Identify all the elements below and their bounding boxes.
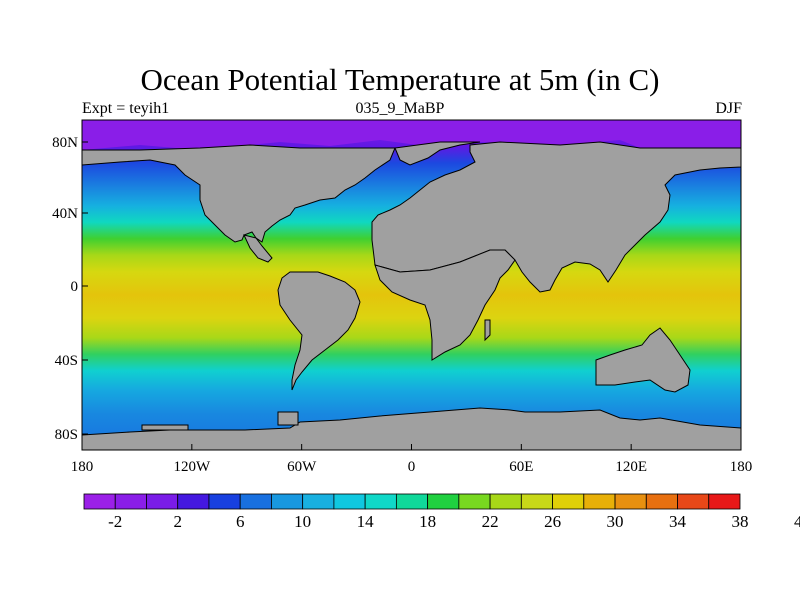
lat-tick-label: 40S <box>55 353 78 369</box>
colorbar-box <box>645 493 678 510</box>
colorbar-box <box>364 493 397 510</box>
colorbar-box <box>552 493 585 510</box>
lon-tick-label: 0 <box>408 459 416 475</box>
land-australia <box>595 327 691 393</box>
land-central-america <box>243 234 273 263</box>
lat-tick-label: 80S <box>55 427 78 443</box>
colorbar-box <box>489 493 522 510</box>
colorbar-label: 6 <box>236 512 245 531</box>
colorbar-box <box>239 493 272 510</box>
colorbar-box <box>583 493 616 510</box>
lon-tick-label: 60E <box>509 459 533 475</box>
colorbar-box <box>271 493 304 510</box>
land-ice-shelf-strip <box>141 424 189 431</box>
colorbar-label: 38 <box>732 512 749 531</box>
colorbar-label: 22 <box>482 512 499 531</box>
lat-tick-label: 80N <box>52 135 78 151</box>
colorbar-box <box>333 493 366 510</box>
colorbar-box <box>83 493 116 510</box>
colorbar-box <box>614 493 647 510</box>
colorbar-label: 30 <box>607 512 624 531</box>
colorbar-box <box>146 493 179 510</box>
colorbar-box <box>114 493 147 510</box>
land-peninsula-islands <box>277 411 299 426</box>
colorbar-box <box>427 493 460 510</box>
colorbar-box <box>302 493 335 510</box>
map-area <box>82 120 741 450</box>
map-title: Ocean Potential Temperature at 5m (in C) <box>140 62 660 97</box>
lon-tick-label: 120W <box>173 459 211 475</box>
lon-tick-label: 180 <box>71 459 94 475</box>
axis-ticks: 180 120W 60W 0 60E 120E 180 80N 40N 0 40S 80S <box>52 135 752 475</box>
colorbar-box <box>208 493 241 510</box>
colorbar-label: 2 <box>173 512 182 531</box>
arctic-ice-cap <box>82 120 741 150</box>
colorbar-box <box>520 493 553 510</box>
colorbar-label: 14 <box>357 512 375 531</box>
colorbar: -226101418222630343842 <box>83 493 800 531</box>
season-label: DJF <box>715 100 742 117</box>
experiment-label: Expt = teyih1 <box>82 100 170 117</box>
lon-tick-label: 60W <box>287 459 317 475</box>
lat-tick-label: 40N <box>52 206 78 222</box>
colorbar-label: 26 <box>544 512 561 531</box>
lat-tick-label: 0 <box>71 279 79 295</box>
land-antarctica <box>82 407 741 450</box>
continents <box>82 141 741 450</box>
land-north-america <box>82 144 396 243</box>
colorbar-box <box>395 493 429 510</box>
land-madagascar <box>484 319 491 342</box>
colorbar-label: -2 <box>108 512 122 531</box>
land-greenland <box>394 141 481 166</box>
lon-tick-label: 120E <box>615 459 647 475</box>
colorbar-label: 18 <box>419 512 436 531</box>
land-eurasia <box>371 141 741 293</box>
colorbar-box <box>677 493 710 510</box>
land-south-america <box>277 271 361 391</box>
colorbar-box <box>708 493 741 510</box>
colorbar-label: 42 <box>794 512 800 531</box>
colorbar-box <box>177 493 210 510</box>
lon-tick-label: 180 <box>730 459 753 475</box>
period-label: 035_9_MaBP <box>355 100 445 117</box>
colorbar-box <box>458 493 491 510</box>
colorbar-label: 34 <box>669 512 687 531</box>
land-africa <box>374 249 516 361</box>
colorbar-label: 10 <box>294 512 311 531</box>
